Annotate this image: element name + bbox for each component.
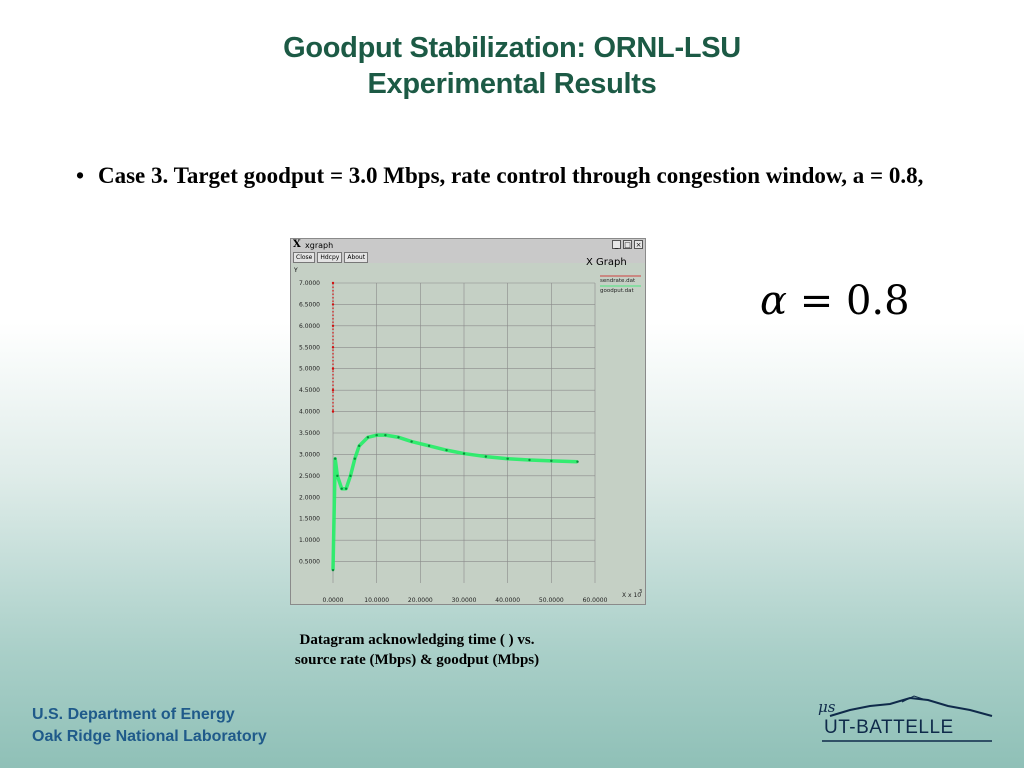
y-tick-label: 1.0000 (299, 537, 320, 544)
goodput-point (349, 474, 352, 478)
y-tick-label: 2.0000 (299, 494, 320, 501)
legend-label-sendrate: sendrate.dat (600, 278, 636, 284)
y-axis-label: Y (293, 267, 298, 274)
goodput-point (484, 455, 488, 458)
goodput-point (375, 433, 378, 437)
footer-line-2: Oak Ridge National Laboratory (32, 728, 267, 745)
about-button[interactable]: About (344, 252, 369, 263)
maximize-button[interactable]: □ (623, 240, 632, 249)
sendrate-point (331, 367, 335, 370)
x-tick-label: 30.0000 (452, 597, 477, 604)
close-button[interactable]: Close (293, 252, 316, 263)
x-tick-label: 0.0000 (323, 597, 344, 604)
goodput-point (353, 457, 357, 460)
y-tick-label: 7.0000 (299, 280, 320, 287)
sendrate-point (331, 410, 335, 413)
alpha-equation: α = 0.8 (760, 278, 910, 324)
close-window-button[interactable]: × (634, 240, 643, 249)
y-tick-label: 6.0000 (299, 323, 320, 330)
x-tick-label: 50.0000 (539, 597, 564, 604)
goodput-point (506, 457, 509, 460)
sendrate-point (331, 281, 335, 285)
legend-label-goodput: goodput.dat (600, 288, 634, 294)
goodput-point (344, 487, 348, 490)
goodput-point (333, 457, 337, 460)
footer-line-1: U.S. Department of Energy (32, 706, 235, 723)
title-line-2: Experimental Results (367, 68, 657, 100)
y-tick-label: 3.5000 (299, 430, 320, 437)
xgraph-plot: X Graph Y 0.0000 10.0000 20.0000 30.0000 40.00… (291, 257, 645, 604)
x-tick-label: 10.0000 (364, 597, 389, 604)
goodput-point (384, 433, 387, 437)
mu-text: μs (818, 698, 836, 716)
x-tick-label: 60.0000 (583, 597, 608, 604)
window-titlebar: X xgraph _ □ × (291, 239, 645, 252)
y-tick-label: 5.5000 (299, 344, 320, 351)
footer-organization: U.S. Department of Energy Oak Ridge Nati… (32, 704, 267, 748)
y-tick-label: 3.0000 (299, 451, 320, 458)
sendrate-point (331, 388, 335, 392)
y-tick-label: 5.0000 (299, 366, 320, 373)
caption-line-2: source rate (Mbps) & goodput (Mbps) (294, 652, 540, 668)
goodput-point (410, 440, 413, 443)
x-axis-exponent: 3 (639, 589, 642, 595)
alpha-value: 0.8 (845, 278, 910, 324)
xgraph-toolbar: Close Hdcpy About (293, 252, 370, 264)
slide-title: Goodput Stabilization: ORNL-LSU Experime… (0, 30, 1024, 102)
bullet-text: Case 3. Target goodput = 3.0 Mbps, rate … (98, 163, 924, 188)
plot-background (291, 263, 645, 604)
graph-title: X Graph (586, 257, 627, 268)
y-tick-label: 6.5000 (299, 301, 320, 308)
x-logo-icon: X (293, 239, 301, 250)
x-axis-unit-label: X x 10 (622, 592, 641, 599)
window-title: xgraph (305, 241, 334, 250)
goodput-point (366, 436, 370, 439)
alpha-symbol: α (760, 278, 788, 324)
goodput-point (427, 444, 431, 448)
goodput-point (358, 444, 361, 448)
x-tick-label: 40.0000 (495, 597, 520, 604)
mountain-logo-icon (822, 695, 993, 742)
figure-caption: Datagram acknowledging time ( ) vs. sour… (190, 630, 644, 670)
sendrate-point (331, 346, 335, 349)
equals-sign: = (799, 278, 834, 324)
logo-text: UT-BATTELLE (824, 717, 954, 738)
y-tick-label: 2.5000 (299, 473, 320, 480)
y-tick-label: 1.5000 (299, 516, 320, 523)
goodput-point (397, 436, 400, 439)
goodput-point (445, 448, 448, 452)
goodput-point (462, 452, 466, 455)
sendrate-point (331, 324, 335, 328)
bullet-point: • Case 3. Target goodput = 3.0 Mbps, rat… (76, 160, 954, 191)
goodput-point (576, 460, 579, 463)
ut-battelle-logo: μs UT-BATTELLE (810, 690, 1000, 746)
sendrate-point (331, 303, 335, 306)
caption-line-1: Datagram acknowledging time ( ) vs. (299, 632, 535, 648)
goodput-point (528, 458, 531, 462)
hdcpy-button[interactable]: Hdcpy (317, 252, 343, 263)
y-tick-label: 4.5000 (299, 387, 320, 394)
goodput-point (331, 568, 335, 572)
goodput-point (340, 487, 343, 490)
title-line-1: Goodput Stabilization: ORNL-LSU (283, 32, 741, 64)
minimize-button[interactable]: _ (612, 240, 621, 249)
y-tick-label: 4.0000 (299, 409, 320, 416)
xgraph-window: X xgraph _ □ × Close Hdcpy About X Graph Y 0… (290, 238, 646, 605)
goodput-point (550, 459, 553, 463)
y-tick-label: 0.5000 (299, 559, 320, 566)
bullet-symbol: • (76, 163, 85, 188)
x-tick-label: 20.0000 (408, 597, 433, 604)
goodput-point (336, 474, 339, 478)
